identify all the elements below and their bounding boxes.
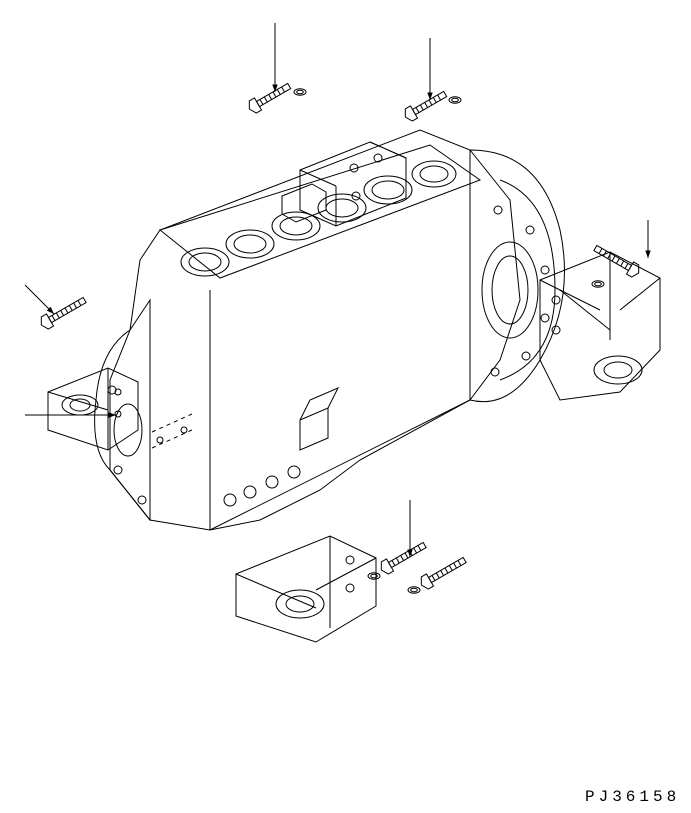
- bolt-right: [592, 242, 642, 279]
- bolt-top-right: [402, 88, 449, 123]
- washer-top-left: [294, 89, 306, 96]
- bracket-rear-right: [540, 252, 660, 400]
- washer-top-right: [449, 97, 461, 104]
- bracket-top-left: [282, 142, 406, 226]
- bolt-left: [38, 294, 88, 331]
- part-id-label: PJ36158: [585, 788, 680, 806]
- engine-block: [95, 130, 565, 530]
- washer-right: [592, 281, 604, 288]
- bracket-front-left: [48, 368, 138, 450]
- leader-right-arrow: [645, 250, 650, 258]
- assembly-diagram: [0, 0, 691, 813]
- bolt-bottom-2: [418, 554, 468, 591]
- washer-bottom-2: [408, 587, 420, 594]
- bolt-bottom-1: [378, 539, 428, 576]
- washer-bottom-1: [368, 573, 380, 580]
- front-cover: [95, 300, 150, 520]
- bolt-top-left: [246, 80, 293, 115]
- bracket-bottom: [236, 536, 376, 642]
